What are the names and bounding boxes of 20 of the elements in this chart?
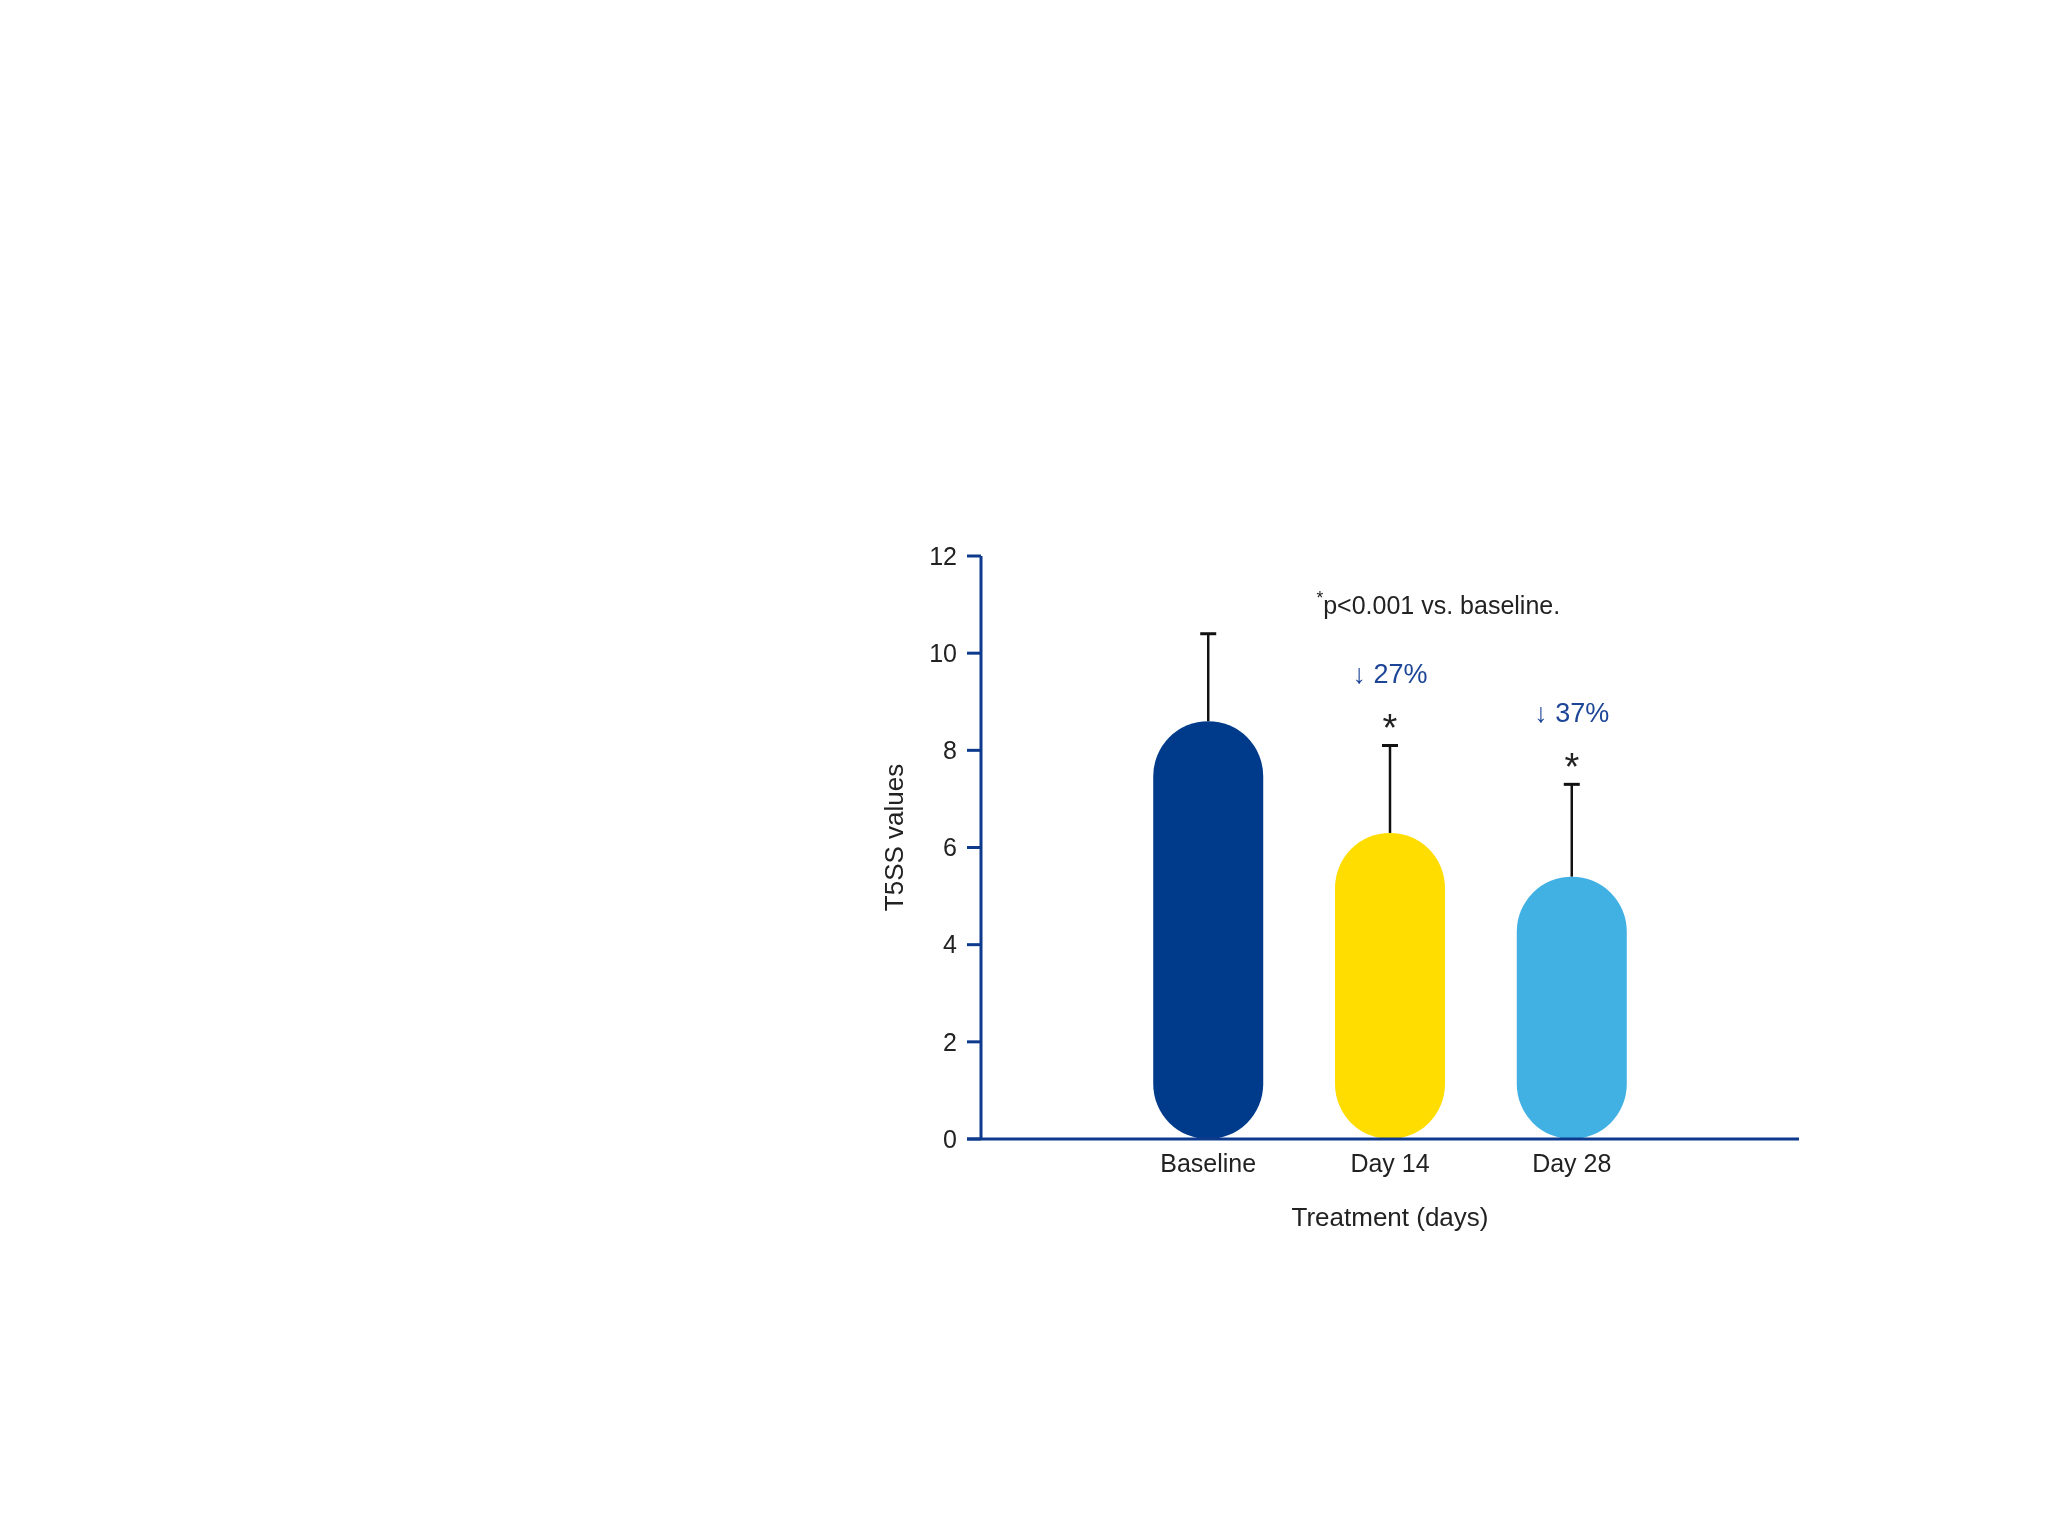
bar <box>1153 721 1264 1139</box>
x-axis-title: Treatment (days) <box>1291 1202 1489 1232</box>
bar <box>1335 832 1445 1139</box>
x-tick-label: Day 28 <box>1532 1149 1612 1177</box>
x-tick-label: Day 14 <box>1350 1149 1430 1177</box>
annotation: * <box>1564 746 1580 789</box>
y-tick-label: 12 <box>929 541 957 570</box>
y-tick-label: 0 <box>943 1124 957 1153</box>
annotation: * <box>1382 707 1398 750</box>
y-tick-label: 8 <box>943 736 957 765</box>
y-tick-label: 6 <box>943 833 957 862</box>
annotation: ↓ 37% <box>1534 698 1610 729</box>
y-axis-title: T5SS values <box>879 763 910 912</box>
bar <box>1516 876 1627 1139</box>
y-tick-label: 10 <box>929 638 957 667</box>
y-tick-label: 4 <box>943 930 958 959</box>
annotation: $^{*}$p<0.001 vs. baseline. <box>1316 588 1561 619</box>
y-tick-label: 2 <box>943 1027 957 1056</box>
x-tick-label: Baseline <box>1160 1149 1257 1177</box>
annotation: ↓ 27% <box>1352 659 1428 690</box>
